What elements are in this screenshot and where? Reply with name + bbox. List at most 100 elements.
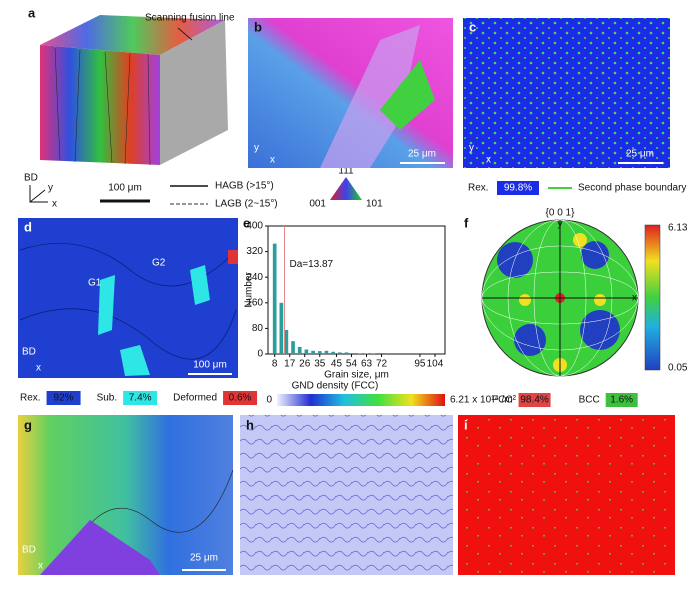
grain: [380, 60, 435, 130]
annotation-arrow: [177, 27, 193, 41]
ipf-label: 001: [309, 199, 326, 210]
grain-label: G2: [152, 258, 166, 269]
scale-label: 25 μm: [626, 149, 654, 160]
grain: [320, 25, 420, 168]
cube-grains: [54, 47, 151, 166]
cube-side: [160, 20, 228, 165]
legend-box: [518, 393, 551, 407]
sub-grains: [98, 265, 210, 376]
bar: [279, 302, 284, 354]
axis-label: x: [270, 155, 275, 166]
bar: [364, 353, 369, 354]
x-tick-label: 54: [346, 359, 358, 370]
axis-label: x: [38, 561, 43, 572]
histogram: 0 80 160 240 320 400 8 17 26 35 45 54 63 72 95 104 Da=13…: [244, 221, 446, 381]
legend: Rex. 92% Sub. 7.4% Deformed 0.6%: [20, 391, 258, 405]
legend-label: BCC: [579, 395, 600, 406]
legend-label: Rex.: [20, 393, 41, 404]
legend-box: [605, 393, 638, 407]
cube-front: [40, 45, 160, 165]
scale-label: 25 μm: [190, 553, 218, 564]
scale-label: 100 μm: [193, 360, 227, 371]
legend-value: 98.4%: [520, 395, 548, 406]
panel-letter: h: [246, 417, 254, 432]
y-tick-label: 400: [246, 221, 263, 232]
x-tick-label: 8: [272, 359, 278, 370]
bar: [324, 350, 329, 354]
legend-box: [223, 391, 258, 405]
legend-box: [497, 181, 539, 195]
gnd-boundaries: [240, 415, 453, 575]
legend-value: 1.6%: [610, 395, 633, 406]
plot-frame: [267, 225, 446, 355]
x-tick-label: 17: [284, 359, 296, 370]
axis-label: x: [36, 363, 41, 374]
x-tick-label: 45: [331, 359, 343, 370]
bar: [344, 352, 349, 354]
cube-top: [40, 15, 225, 55]
legend-label: LAGB (2~15°): [215, 199, 278, 210]
axis-label: y: [48, 183, 53, 194]
axis-label: x: [486, 155, 491, 166]
legend-label: 6.21 x 10¹⁴ /m²: [450, 395, 517, 406]
legend-label: Sub.: [97, 393, 118, 404]
axes-icon: [29, 185, 48, 203]
legend: FCC 98.4% BCC 1.6%: [492, 393, 638, 407]
ipf-label: 101: [366, 199, 383, 210]
pole-axes: [482, 220, 638, 376]
legend-value: 99.8%: [504, 183, 532, 194]
axis-label: x: [52, 199, 57, 210]
panel-letter: a: [28, 5, 36, 20]
legend-value: 7.4%: [129, 393, 152, 404]
axis-label: BD: [22, 545, 36, 556]
legend-label: HAGB (>15°): [215, 181, 274, 192]
x-tick-label: 26: [299, 359, 311, 370]
axis-label: y: [254, 143, 259, 154]
bar: [351, 353, 355, 354]
grain-label: G1: [88, 278, 102, 289]
legend-box: [46, 391, 81, 405]
colorbar-label: 0.05: [668, 363, 688, 374]
panel-letter: i: [464, 417, 468, 432]
bar: [337, 352, 342, 354]
y-tick-label: 240: [246, 272, 263, 283]
legend-value: 92%: [54, 393, 74, 404]
annotation: Scanning fusion line: [145, 13, 235, 24]
x-tick-label: 63: [361, 359, 373, 370]
panel-letter: d: [24, 219, 32, 234]
bar: [311, 350, 315, 354]
panel-letter: c: [469, 19, 476, 34]
panel-letter: g: [24, 417, 32, 432]
annotation: Da=13.87: [289, 259, 333, 270]
ipf-label: 111: [338, 166, 354, 177]
y-axis-title: Number: [244, 272, 255, 308]
bar: [272, 243, 277, 354]
legend-label: Deformed: [173, 393, 217, 404]
legend-label: Rex.: [468, 183, 489, 194]
grain: [40, 520, 160, 575]
y-tick-label: 160: [246, 297, 263, 308]
scale-label: 25 μm: [408, 149, 436, 160]
axis-label: x: [632, 293, 637, 304]
panel-letter: b: [254, 19, 262, 34]
legend-label: 0: [266, 395, 272, 406]
legend-label: FCC: [492, 395, 513, 406]
colorbar-label: 6.13: [668, 223, 688, 234]
deformed: [228, 250, 238, 264]
pole-title: {0 0 1}: [546, 208, 576, 219]
x-tick-label: 72: [376, 359, 388, 370]
bar: [358, 353, 362, 354]
ipf-key: [330, 177, 362, 200]
phase-boundaries: [463, 18, 670, 168]
colorbar: [644, 224, 661, 371]
legend-value: 0.6%: [229, 393, 252, 404]
pole-highs: [519, 233, 606, 372]
panel-letter: e: [243, 215, 250, 230]
x-axis-title: Grain size, μm: [324, 370, 389, 381]
bar: [291, 341, 295, 354]
x-tick-label: 35: [314, 359, 326, 370]
legend-title: GND density (FCC): [292, 381, 379, 392]
legend-label: Second phase boundary: [578, 183, 686, 194]
panel-letter: f: [464, 215, 469, 230]
